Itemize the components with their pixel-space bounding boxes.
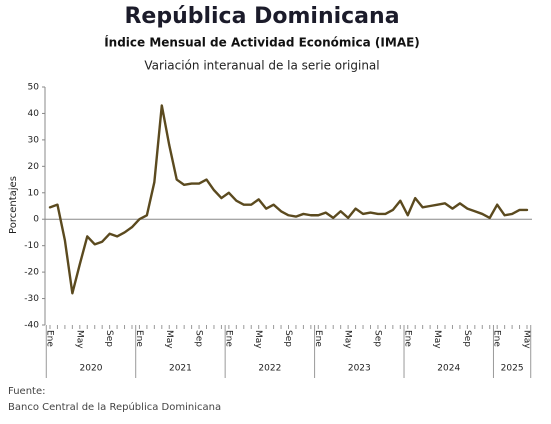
year-label: 2025 [501, 364, 524, 374]
x-tick-label: Sep [194, 330, 204, 347]
y-tick-label: -30 [24, 294, 39, 304]
x-tick-label: Sep [372, 330, 382, 347]
year-label: 2020 [80, 364, 103, 374]
y-axis-label: Porcentajes [8, 176, 19, 234]
x-tick-label: May [432, 330, 442, 349]
y-tick-label: -10 [24, 241, 39, 251]
x-tick-label: Sep [462, 330, 472, 347]
year-label: 2023 [348, 364, 371, 374]
x-tick-label: Ene [223, 330, 233, 347]
x-tick-label: Ene [402, 330, 412, 347]
x-tick-label: Sep [283, 330, 293, 347]
x-tick-label: Ene [134, 330, 144, 347]
chart-caption: Variación interanual de la serie origina… [144, 59, 379, 73]
y-tick-label: 50 [28, 83, 40, 93]
year-label: 2022 [258, 364, 281, 374]
x-tick-label: May [343, 330, 353, 349]
chart-subtitle: Índice Mensual de Actividad Económica (I… [104, 35, 420, 50]
year-label: 2024 [437, 364, 460, 374]
x-tick-label: May [164, 330, 174, 349]
y-tick-label: 20 [28, 162, 40, 172]
x-tick-label: May [522, 330, 532, 349]
x-tick-label: May [253, 330, 263, 349]
y-tick-label: 10 [28, 188, 40, 198]
x-tick-label: Sep [104, 330, 114, 347]
year-label: 2021 [169, 364, 192, 374]
y-tick-label: -40 [24, 321, 39, 331]
x-tick-label: Ene [313, 330, 323, 347]
chart-title: República Dominicana [124, 4, 399, 29]
x-tick-label: May [74, 330, 84, 349]
y-tick-label: 40 [28, 109, 40, 119]
line-series [48, 104, 529, 295]
y-tick-label: 30 [28, 135, 40, 145]
y-tick-label: -20 [24, 268, 39, 278]
y-tick-label: 0 [33, 215, 39, 225]
source-label: Fuente: [8, 386, 45, 397]
x-tick-label: Ene [45, 330, 55, 347]
x-tick-label: Ene [492, 330, 502, 347]
source: Banco Central de la República Dominicana [8, 401, 221, 413]
